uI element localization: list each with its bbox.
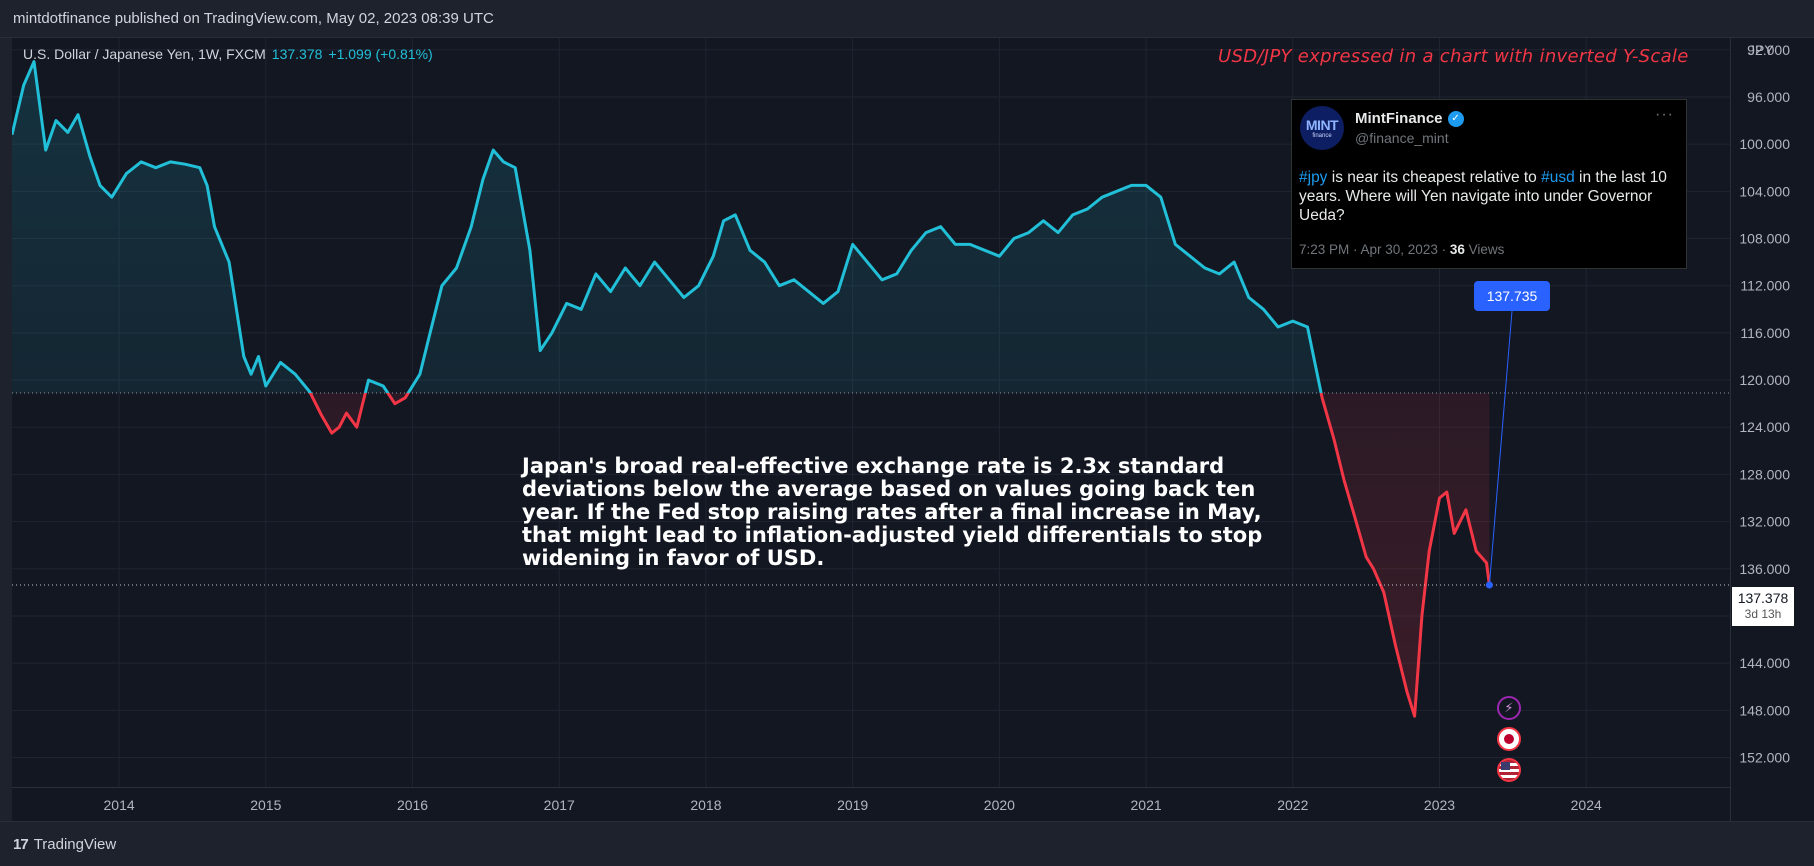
- price-axis-ticks: 92.000 96.000 100.000 104.000 108.000 112.000…: [1739, 42, 1790, 766]
- x-tick-label: 2015: [250, 797, 281, 813]
- japan-flag-icon[interactable]: [1497, 727, 1521, 751]
- publish-info: mintdotfinance published on TradingView.…: [13, 10, 494, 27]
- price-axis[interactable]: [1730, 38, 1814, 821]
- last-value: 137.378: [271, 46, 323, 62]
- footer: 17 TradingView: [0, 821, 1814, 866]
- us-flag-icon[interactable]: [1497, 758, 1521, 782]
- last-price-label: 137.378 3d 13h: [1732, 587, 1794, 626]
- y-tick-label: 108.000: [1739, 231, 1790, 247]
- symbol-legend[interactable]: U.S. Dollar / Japanese Yen, 1W, FXCM 137…: [23, 46, 433, 62]
- y-tick-label: 116.000: [1740, 325, 1790, 341]
- y-tick-label: 144.000: [1739, 655, 1790, 671]
- symbol-name: U.S. Dollar / Japanese Yen, 1W, FXCM: [23, 46, 266, 62]
- chart-annotation: Japan's broad real-effective exchange ra…: [522, 454, 1263, 570]
- x-tick-label: 2024: [1571, 797, 1602, 813]
- bar-countdown: 3d 13h: [1744, 607, 1782, 621]
- x-tick-label: 2023: [1424, 797, 1455, 813]
- y-tick-label: 96.000: [1747, 89, 1790, 105]
- hashtag-usd[interactable]: #usd: [1541, 169, 1575, 186]
- author-name: MintFinance: [1355, 110, 1443, 127]
- chart-note: USD/JPY expressed in a chart with invert…: [1218, 46, 1689, 67]
- area-fill-above: [12, 61, 1490, 394]
- x-tick-label: 2022: [1277, 797, 1308, 813]
- tweet-time: 7:23 PM · Apr 30, 2023 ·: [1299, 242, 1450, 257]
- tweet-meta: 7:23 PM · Apr 30, 2023 · 36 Views: [1299, 242, 1504, 257]
- time-axis[interactable]: [12, 787, 1730, 821]
- x-tick-label: 2014: [104, 797, 135, 813]
- y-tick-label: 100.000: [1739, 136, 1790, 152]
- y-tick-label: 124.000: [1739, 419, 1790, 435]
- lightning-icon[interactable]: ⚡: [1497, 696, 1521, 720]
- last-price-dot[interactable]: [1485, 581, 1493, 589]
- x-tick-label: 2017: [544, 797, 575, 813]
- views-count: 36: [1449, 242, 1465, 257]
- x-tick-label: 2018: [690, 797, 721, 813]
- publish-header: mintdotfinance published on TradingView.…: [0, 0, 1814, 38]
- views-label: Views: [1464, 242, 1505, 257]
- price-line-above: [12, 60, 1323, 394]
- tweet-card[interactable]: MINT finance MintFinance ✓ @finance_mint…: [1291, 99, 1687, 269]
- tweet-body: #jpy is near its cheapest relative to #u…: [1299, 168, 1683, 225]
- axis-unit: JPY: [1748, 42, 1774, 58]
- hashtag-jpy[interactable]: #jpy: [1299, 169, 1328, 186]
- area-fill-below: [310, 393, 1490, 717]
- x-tick-label: 2020: [984, 797, 1015, 813]
- y-tick-label: 120.000: [1739, 372, 1790, 388]
- y-tick-label: 132.000: [1739, 514, 1790, 530]
- y-tick-label: 136.000: [1739, 561, 1790, 577]
- x-tick-label: 2019: [837, 797, 868, 813]
- last-price: 137.378: [1737, 590, 1789, 606]
- tweet-text-2: in the last 10 years. Where will Yen nav…: [1299, 169, 1667, 224]
- y-tick-label: 92.000: [1747, 42, 1790, 58]
- avatar-sub: finance: [1312, 133, 1332, 139]
- more-icon[interactable]: ···: [1655, 106, 1674, 123]
- avatar[interactable]: MINT finance: [1300, 106, 1344, 150]
- y-tick-label: 152.000: [1739, 750, 1790, 766]
- change-value: +1.099 (+0.81%): [328, 46, 433, 62]
- avatar-logo: MINT: [1305, 117, 1339, 133]
- time-axis-ticks: 2014 2015 2016 2017 2018 2019 2020 2021 2022 2023…: [104, 797, 1602, 813]
- verified-icon: ✓: [1447, 110, 1464, 127]
- x-tick-label: 2021: [1131, 797, 1162, 813]
- tweet-author[interactable]: MintFinance ✓: [1355, 110, 1464, 127]
- measure-connector: [1488, 310, 1513, 586]
- y-tick-label: 104.000: [1739, 183, 1790, 199]
- tweet-text-1: is near its cheapest relative to: [1327, 169, 1542, 186]
- author-handle: @finance_mint: [1355, 130, 1449, 146]
- y-tick-label: 128.000: [1739, 466, 1790, 482]
- x-tick-label: 2016: [397, 797, 428, 813]
- tradingview-name[interactable]: TradingView: [33, 835, 117, 853]
- y-tick-label: 112.000: [1740, 278, 1790, 294]
- y-tick-label: 148.000: [1739, 702, 1790, 718]
- measure-badge[interactable]: 137.735: [1474, 281, 1550, 311]
- tradingview-logo-icon[interactable]: 17: [13, 835, 29, 853]
